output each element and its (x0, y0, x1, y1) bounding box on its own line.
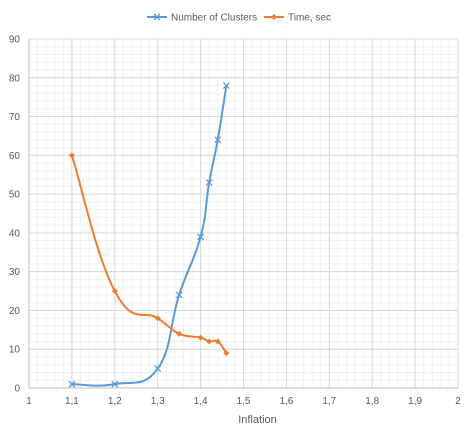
data-point-time-sec (111, 288, 118, 295)
x-tick-label: 1,9 (408, 396, 422, 407)
major-gridlines (28, 38, 459, 389)
x-tick-label: 1,2 (108, 396, 122, 407)
series-layer (68, 82, 230, 388)
y-tick-label: 80 (9, 73, 21, 84)
x-axis-tick-labels: 1 1,1 1,2 1,3 1,4 1,5 1,6 1,7 1,8 1,9 2 (26, 396, 461, 407)
data-point-number-of-clusters (205, 179, 213, 186)
axes (28, 39, 458, 389)
y-tick-label: 40 (9, 228, 21, 239)
y-tick-label: 10 (9, 345, 21, 356)
data-point-number-of-clusters (68, 380, 76, 388)
y-tick-label: 30 (9, 267, 21, 278)
y-axis-tick-labels: 0 10 20 30 40 50 60 70 80 90 (9, 35, 21, 395)
legend-marker-time-sec (271, 14, 277, 20)
data-point-number-of-clusters (197, 233, 205, 241)
data-point-number-of-clusters (214, 136, 222, 144)
x-tick-label: 1,5 (237, 396, 251, 407)
x-axis-title: Inflation (238, 414, 277, 426)
y-tick-label: 70 (9, 112, 21, 123)
data-point-time-sec (197, 334, 204, 341)
data-point-number-of-clusters (111, 380, 119, 388)
x-tick-label: 1 (26, 396, 32, 407)
series-line-number-of-clusters (71, 85, 228, 387)
data-point-time-sec (206, 338, 213, 345)
data-point-number-of-clusters (222, 82, 230, 89)
legend-item-number-of-clusters: Number of Clusters (147, 13, 257, 24)
data-point-time-sec (68, 152, 75, 159)
x-tick-label: 1,3 (151, 396, 165, 407)
data-point-number-of-clusters (154, 365, 162, 373)
data-point-time-sec (223, 350, 230, 357)
data-point-number-of-clusters (175, 291, 183, 299)
data-point-time-sec (154, 315, 161, 322)
legend-label-number-of-clusters: Number of Clusters (171, 13, 257, 24)
legend-item-time-sec: Time, sec (264, 13, 331, 24)
y-tick-label: 60 (9, 151, 21, 162)
legend: Number of Clusters Time, sec (147, 13, 331, 24)
x-tick-label: 1,8 (365, 396, 379, 407)
x-tick-label: 1,1 (65, 396, 79, 407)
x-tick-label: 2 (455, 396, 461, 407)
legend-label-time-sec: Time, sec (288, 13, 331, 24)
y-tick-label: 90 (9, 35, 21, 46)
x-tick-label: 1,4 (194, 396, 208, 407)
x-tick-label: 1,6 (279, 396, 293, 407)
data-point-time-sec (214, 338, 221, 345)
x-tick-label: 1,7 (322, 396, 336, 407)
y-tick-label: 0 (14, 384, 20, 395)
y-tick-label: 20 (9, 306, 21, 317)
data-point-time-sec (176, 330, 183, 337)
y-tick-label: 50 (9, 190, 21, 201)
